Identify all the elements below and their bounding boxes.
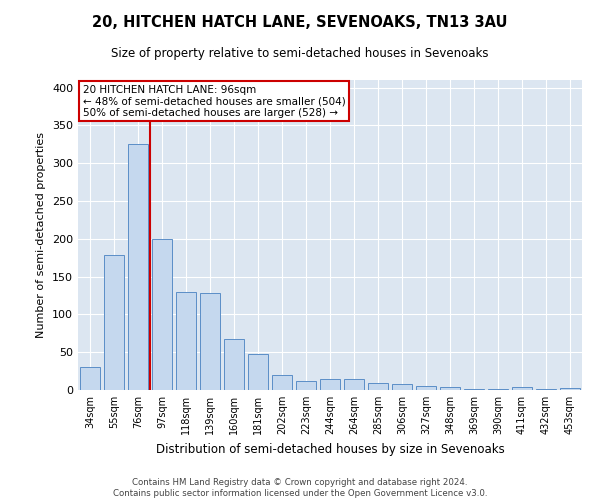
Text: Contains HM Land Registry data © Crown copyright and database right 2024.
Contai: Contains HM Land Registry data © Crown c… bbox=[113, 478, 487, 498]
Bar bbox=[320, 378, 340, 390]
Bar bbox=[272, 375, 292, 390]
Text: 20, HITCHEN HATCH LANE, SEVENOAKS, TN13 3AU: 20, HITCHEN HATCH LANE, SEVENOAKS, TN13 … bbox=[92, 15, 508, 30]
Bar bbox=[344, 378, 364, 390]
Y-axis label: Number of semi-detached properties: Number of semi-detached properties bbox=[37, 132, 46, 338]
Bar bbox=[152, 239, 172, 390]
Bar bbox=[488, 389, 508, 390]
Bar bbox=[200, 293, 220, 390]
Text: 20 HITCHEN HATCH LANE: 96sqm
← 48% of semi-detached houses are smaller (504)
50%: 20 HITCHEN HATCH LANE: 96sqm ← 48% of se… bbox=[83, 84, 346, 118]
Bar bbox=[512, 387, 532, 390]
Bar bbox=[80, 366, 100, 390]
Bar bbox=[536, 389, 556, 390]
Bar bbox=[224, 340, 244, 390]
Bar bbox=[128, 144, 148, 390]
Bar bbox=[560, 388, 580, 390]
Bar bbox=[368, 383, 388, 390]
Bar bbox=[176, 292, 196, 390]
Text: Size of property relative to semi-detached houses in Sevenoaks: Size of property relative to semi-detach… bbox=[111, 48, 489, 60]
X-axis label: Distribution of semi-detached houses by size in Sevenoaks: Distribution of semi-detached houses by … bbox=[155, 442, 505, 456]
Bar bbox=[104, 256, 124, 390]
Bar bbox=[440, 387, 460, 390]
Bar bbox=[416, 386, 436, 390]
Bar bbox=[296, 381, 316, 390]
Bar bbox=[464, 389, 484, 390]
Bar bbox=[392, 384, 412, 390]
Bar bbox=[248, 354, 268, 390]
